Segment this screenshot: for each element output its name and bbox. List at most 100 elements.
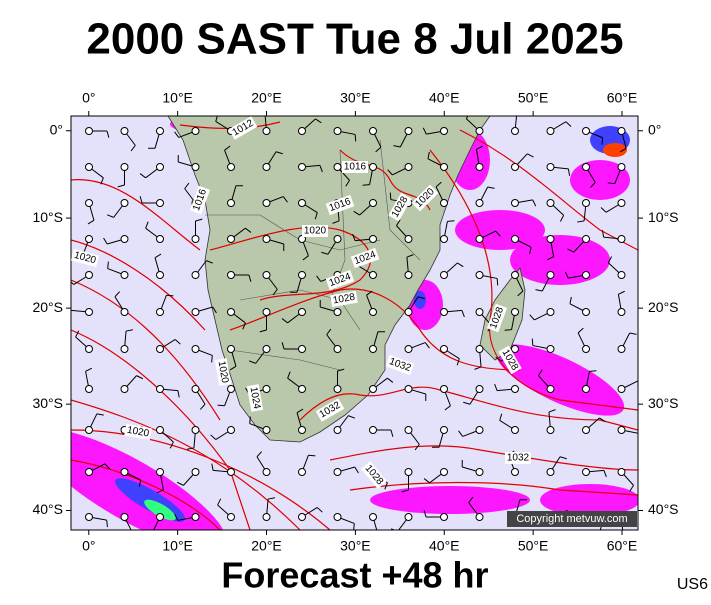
- barb-station: [441, 164, 448, 171]
- barb-station: [157, 272, 164, 279]
- barb-station: [334, 427, 341, 434]
- barb-station: [299, 164, 306, 171]
- barb-station: [86, 200, 93, 207]
- y-tick-label: 20°S: [32, 299, 63, 315]
- barb-station: [299, 469, 306, 476]
- product-code: US6: [677, 576, 708, 593]
- barb-station: [263, 309, 270, 316]
- contour-label: 1016: [342, 161, 368, 173]
- barb-station: [263, 469, 270, 476]
- barb-station: [263, 236, 270, 243]
- barb-station: [370, 514, 377, 521]
- barb-station: [405, 236, 412, 243]
- barb-station: [441, 469, 448, 476]
- barb-station: [263, 272, 270, 279]
- barb-station: [441, 128, 448, 135]
- barb-station: [86, 272, 93, 279]
- barb-station: [441, 427, 448, 434]
- barb-station: [512, 469, 519, 476]
- barb-station: [228, 346, 235, 353]
- barb-station: [405, 514, 412, 521]
- barb-station: [86, 236, 93, 243]
- barb-station: [512, 200, 519, 207]
- barb-station: [157, 346, 164, 353]
- barb-station: [228, 272, 235, 279]
- barb-station: [263, 386, 270, 393]
- barb-flag: [589, 371, 596, 372]
- barb-station: [405, 128, 412, 135]
- barb-station: [121, 164, 128, 171]
- y-tick-label: 30°S: [648, 395, 679, 411]
- barb-station: [547, 346, 554, 353]
- x-tick-label: 40°E: [429, 90, 460, 106]
- barb-station: [334, 164, 341, 171]
- barb-station: [299, 309, 306, 316]
- barb-flag: [390, 193, 391, 200]
- barb-flag: [505, 330, 512, 331]
- barb-station: [618, 346, 625, 353]
- barb-station: [618, 469, 625, 476]
- x-tick-label: 0°: [82, 90, 95, 106]
- barb-flag: [250, 417, 251, 424]
- barb-station: [299, 128, 306, 135]
- barb-station: [441, 386, 448, 393]
- y-tick-label: 0°: [50, 121, 63, 137]
- barb-station: [618, 236, 625, 243]
- barb-station: [228, 164, 235, 171]
- title: 2000 SAST Tue 8 Jul 2025: [86, 15, 623, 64]
- y-tick-label: 30°S: [32, 395, 63, 411]
- barb-station: [547, 200, 554, 207]
- barb-flag: [354, 523, 355, 530]
- barb-station: [405, 272, 412, 279]
- barb-station: [86, 427, 93, 434]
- barb-station: [547, 236, 554, 243]
- barb-station: [157, 309, 164, 316]
- barb-station: [263, 128, 270, 135]
- barb-station: [299, 272, 306, 279]
- x-tick-label: 40°E: [429, 538, 460, 554]
- barb-station: [86, 164, 93, 171]
- barb-station: [583, 427, 590, 434]
- y-tick-label: 0°: [648, 121, 661, 137]
- barb-station: [583, 346, 590, 353]
- barb-station: [370, 128, 377, 135]
- barb-station: [618, 200, 625, 207]
- barb-station: [86, 346, 93, 353]
- x-tick-label: 10°E: [162, 90, 193, 106]
- barb-station: [157, 427, 164, 434]
- barb-station: [370, 309, 377, 316]
- barb-station: [192, 236, 199, 243]
- barb-station: [512, 164, 519, 171]
- barb-station: [441, 514, 448, 521]
- contour-label: 1020: [302, 225, 328, 237]
- barb-station: [583, 200, 590, 207]
- barb-station: [121, 469, 128, 476]
- barb-station: [370, 200, 377, 207]
- barb-flag: [497, 278, 498, 285]
- barb-station: [476, 346, 483, 353]
- barb-station: [86, 309, 93, 316]
- barb-station: [228, 514, 235, 521]
- barb-station: [228, 469, 235, 476]
- barb-station: [192, 164, 199, 171]
- barb-station: [441, 236, 448, 243]
- barb-flag: [108, 262, 109, 269]
- y-tick-label: 10°S: [648, 209, 679, 225]
- barb-station: [121, 386, 128, 393]
- barb-station: [157, 514, 164, 521]
- y-tick-label: 40°S: [32, 501, 63, 517]
- barb-station: [157, 469, 164, 476]
- barb-station: [547, 272, 554, 279]
- barb-station: [228, 236, 235, 243]
- barb-station: [334, 469, 341, 476]
- barb-station: [121, 200, 128, 207]
- barb-flag: [532, 339, 533, 346]
- barb-station: [618, 128, 625, 135]
- barb-station: [441, 309, 448, 316]
- barb-station: [157, 200, 164, 207]
- barb-station: [583, 128, 590, 135]
- barb-station: [192, 427, 199, 434]
- barb-flag: [218, 405, 225, 406]
- barb-station: [618, 309, 625, 316]
